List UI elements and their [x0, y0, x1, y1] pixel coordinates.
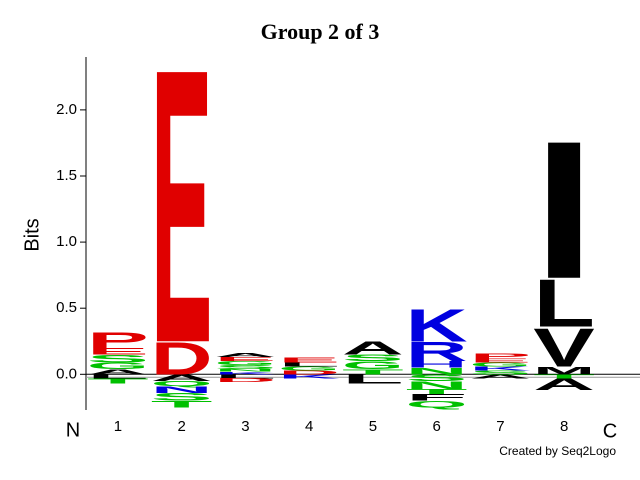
logo-letter: G: [215, 360, 277, 366]
logo-letter: N: [406, 366, 468, 376]
logo-letter: A: [151, 373, 213, 383]
credit: Created by Seq2Logo: [499, 444, 616, 458]
logo-letter: S: [151, 391, 213, 403]
logo-letter: I: [533, 101, 595, 320]
logo-letter: L: [342, 372, 404, 386]
logo-letter: Q: [151, 380, 213, 388]
logo-letter: K: [215, 371, 277, 375]
logo-letter: P: [87, 328, 149, 353]
logo-letter: G: [342, 359, 404, 371]
logo-letter: N: [406, 379, 468, 391]
x-tick-label: 5: [369, 418, 377, 435]
logo-letter: L: [533, 266, 595, 342]
logo-letter: T: [151, 399, 213, 409]
logo-letter: E: [278, 356, 340, 364]
logo-letter: K: [278, 373, 340, 379]
logo-letter: S: [406, 373, 468, 383]
logo-letter: L: [278, 361, 340, 367]
logo-letter: A: [215, 352, 277, 358]
x-tick-label: 3: [241, 418, 249, 435]
c-terminus-label: C: [603, 420, 617, 442]
logo-letter: E: [87, 346, 149, 356]
logo-letter: D: [215, 377, 277, 383]
logo-letter: N: [151, 385, 213, 395]
logo-letter: T: [87, 377, 149, 385]
x-tick-label: 1: [114, 418, 122, 435]
logo-letter: K: [406, 300, 468, 352]
logo-letter: D: [278, 369, 340, 375]
logo-letter: G: [278, 365, 340, 371]
y-tick-label: 2.0: [56, 101, 77, 118]
y-axis-label: Bits: [21, 218, 43, 251]
logo-letter: M: [533, 365, 595, 377]
logo-letter: T: [533, 373, 595, 379]
y-tick-label: 0.0: [56, 365, 77, 382]
logo-letter: E: [151, 0, 213, 425]
logo-letter: E: [215, 356, 277, 362]
n-terminus-label: N: [66, 419, 80, 441]
x-tick-label: 4: [305, 418, 313, 435]
logo-letter: A: [470, 373, 532, 379]
logo-letter: A: [87, 368, 149, 376]
logo-letter: A: [342, 338, 404, 358]
logo-letter: K: [470, 365, 532, 371]
x-tick-label: 6: [432, 418, 440, 435]
logo-letter: G: [87, 361, 149, 371]
logo-letter: S: [215, 364, 277, 370]
logo-letter: D: [151, 333, 213, 385]
x-tick-label: 8: [560, 418, 568, 435]
y-tick-label: 1.0: [56, 233, 77, 250]
logo-letter: E: [470, 357, 532, 363]
x-tick-label: 2: [177, 418, 185, 435]
logo-letter: L: [215, 373, 277, 379]
chart-title: Group 2 of 3: [261, 19, 380, 44]
logo-letter: G: [470, 361, 532, 367]
logo-letter: V: [533, 317, 595, 379]
y-tick-label: 1.5: [56, 167, 77, 184]
logo-letter: S: [342, 353, 404, 363]
logo-letter: S: [87, 352, 149, 364]
logo-letter: T: [406, 388, 468, 396]
logo-letter: F: [406, 393, 468, 403]
logo-letter: S: [470, 369, 532, 375]
logo-letter: P: [470, 352, 532, 360]
logo-letter: L: [87, 373, 149, 379]
x-tick-label: 7: [496, 418, 504, 435]
logo-letter: A: [533, 375, 595, 394]
logo-letter: H: [406, 359, 468, 369]
y-tick-label: 0.5: [56, 299, 77, 316]
logo-letter: R: [406, 336, 468, 367]
logo-letter: T: [342, 368, 404, 376]
logo-letter: Q: [406, 399, 468, 409]
logo-letter: N: [215, 368, 277, 372]
